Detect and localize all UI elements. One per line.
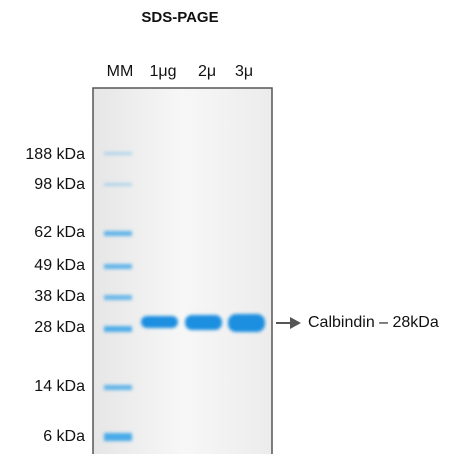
annotation: Calbindin – 28kDa bbox=[308, 314, 439, 331]
marker-band bbox=[104, 264, 132, 269]
marker-band bbox=[104, 433, 132, 441]
marker-band bbox=[104, 183, 132, 186]
marker-label: 38 kDa bbox=[34, 288, 85, 305]
figure: SDS-PAGE MM 1μg 2μ 3μ 188 kDa 98 kDa 62 … bbox=[0, 0, 472, 454]
marker-label: 188 kDa bbox=[25, 146, 85, 163]
marker-band bbox=[104, 152, 132, 155]
marker-label: 14 kDa bbox=[34, 378, 85, 395]
marker-band bbox=[104, 326, 132, 332]
lane-label: 2μ bbox=[198, 63, 216, 80]
arrow-head bbox=[290, 317, 301, 329]
page: SDS-PAGE MM 1μg 2μ 3μ 188 kDa 98 kDa 62 … bbox=[0, 0, 472, 454]
marker-label: 62 kDa bbox=[34, 224, 85, 241]
marker-band bbox=[104, 231, 132, 236]
marker-band bbox=[104, 295, 132, 300]
gel bbox=[93, 88, 272, 454]
marker-band bbox=[104, 385, 132, 390]
lane-label: 3μ bbox=[235, 63, 253, 80]
lane-label: 1μg bbox=[149, 63, 176, 80]
sample-band bbox=[185, 315, 222, 330]
marker-label: 98 kDa bbox=[34, 176, 85, 193]
title: SDS-PAGE bbox=[141, 9, 218, 26]
marker-label: 6 kDa bbox=[43, 428, 85, 445]
marker-label: 28 kDa bbox=[34, 319, 85, 336]
sample-band bbox=[228, 314, 265, 332]
sample-band bbox=[141, 316, 178, 328]
marker-label: 49 kDa bbox=[34, 257, 85, 274]
lane-label: MM bbox=[107, 63, 134, 80]
